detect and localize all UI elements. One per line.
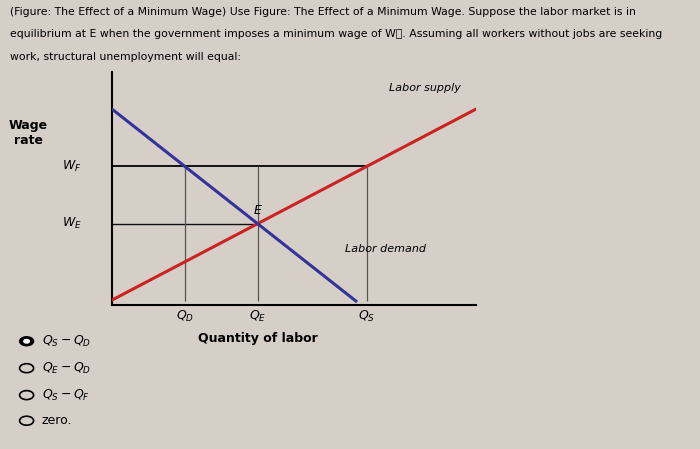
Text: $Q_S$: $Q_S$ bbox=[358, 309, 375, 324]
Text: $Q_S - Q_D$: $Q_S - Q_D$ bbox=[42, 334, 91, 349]
Text: $W_E$: $W_E$ bbox=[62, 216, 81, 231]
Text: zero.: zero. bbox=[42, 414, 73, 427]
Text: work, structural unemployment will equal:: work, structural unemployment will equal… bbox=[10, 52, 241, 62]
Text: $Q_D$: $Q_D$ bbox=[176, 309, 194, 324]
Text: Labor demand: Labor demand bbox=[345, 244, 426, 254]
Text: E: E bbox=[254, 204, 262, 217]
Text: $Q_S - Q_F$: $Q_S - Q_F$ bbox=[42, 387, 90, 403]
Text: $Q_E$: $Q_E$ bbox=[249, 309, 266, 324]
Text: $Q_E - Q_D$: $Q_E - Q_D$ bbox=[42, 361, 91, 376]
Text: $W_F$: $W_F$ bbox=[62, 159, 81, 174]
Text: Quantity of labor: Quantity of labor bbox=[197, 332, 318, 345]
Text: Wage
rate: Wage rate bbox=[8, 119, 48, 147]
Text: equilibrium at E when the government imposes a minimum wage of W₟. Assuming all : equilibrium at E when the government imp… bbox=[10, 29, 663, 39]
Text: (Figure: The Effect of a Minimum Wage) Use Figure: The Effect of a Minimum Wage.: (Figure: The Effect of a Minimum Wage) U… bbox=[10, 7, 636, 17]
Text: Labor supply: Labor supply bbox=[389, 84, 461, 93]
